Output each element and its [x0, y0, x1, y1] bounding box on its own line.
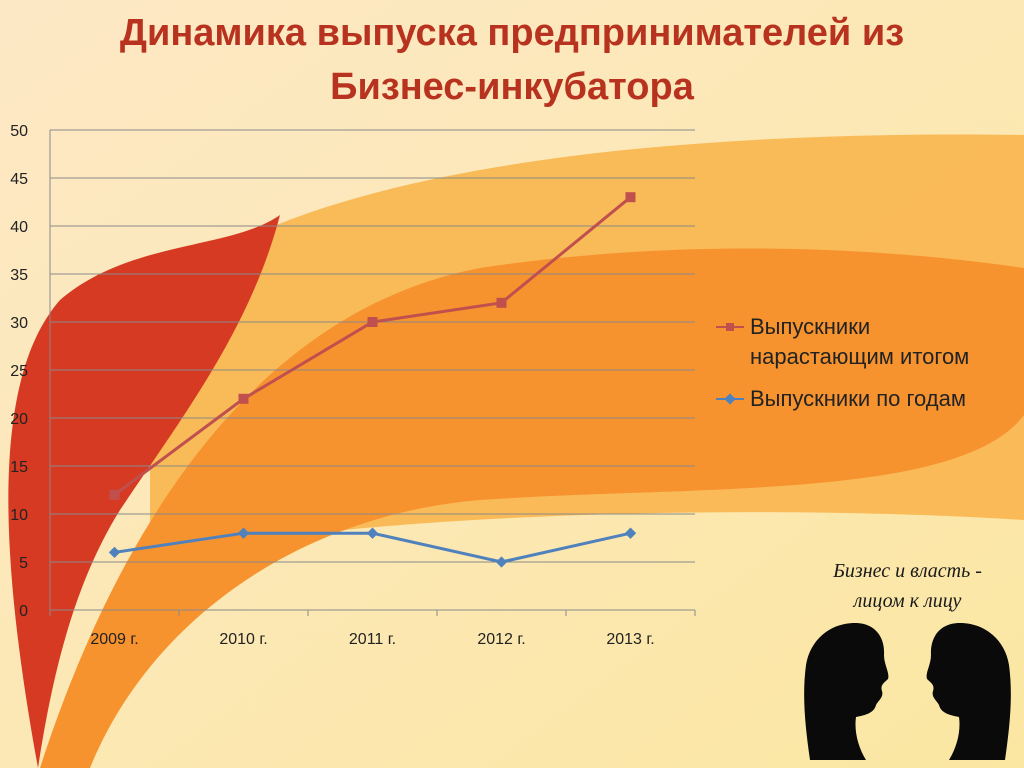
x-tick-label: 2012 г. — [477, 631, 525, 648]
gridlines — [50, 129, 695, 611]
y-tick-label: 20 — [10, 411, 28, 428]
x-tick-label: 2010 г. — [219, 631, 267, 648]
logo-text: Бизнес и власть - лицом к лицу — [800, 556, 1015, 616]
y-tick-label: 25 — [10, 363, 28, 380]
data-point-yearly[interactable] — [237, 527, 250, 539]
orange-wave — [40, 248, 1024, 768]
series-layer — [108, 192, 637, 568]
data-point-cumulative[interactable] — [367, 317, 378, 327]
series-line-cumulative — [113, 196, 632, 497]
y-axis-ticks: 0 5 10 15 20 25 30 35 40 45 50 — [10, 123, 28, 620]
y-tick-label: 30 — [10, 315, 28, 332]
y-tick-label: 0 — [19, 603, 28, 620]
data-point-cumulative[interactable] — [109, 489, 120, 500]
title-line-1: Динамика выпуска предпринимателей из — [119, 12, 905, 54]
legend-label-cumulative: Выпускники нарастающим итогом — [750, 314, 970, 369]
data-point-cumulative[interactable] — [496, 297, 507, 308]
business-logo-silhouettes — [804, 623, 1011, 760]
chart-legend: Выпускники нарастающим итогом Выпускники… — [716, 312, 1016, 426]
x-tick-label: 2013 г. — [606, 631, 654, 648]
right-head-silhouette — [926, 623, 1011, 760]
data-point-yearly[interactable] — [495, 556, 508, 568]
x-axis — [49, 130, 696, 616]
y-tick-label: 40 — [10, 219, 28, 236]
x-axis-ticks: 2009 г. 2010 г. 2011 г. 2012 г. 2013 г. — [90, 631, 654, 648]
y-tick-label: 50 — [10, 123, 28, 140]
logo-text-line-1: Бизнес и власть - — [833, 560, 982, 582]
y-tick-label: 45 — [10, 171, 28, 188]
x-tick-label: 2011 г. — [349, 631, 396, 648]
y-tick-label: 5 — [19, 555, 28, 572]
data-point-yearly[interactable] — [108, 546, 121, 559]
data-point-yearly[interactable] — [624, 527, 637, 539]
red-ribbon — [8, 215, 280, 768]
y-tick-label: 10 — [10, 507, 28, 524]
left-head-silhouette — [804, 623, 889, 760]
logo-text-line-2: лицом к лицу — [853, 590, 962, 612]
legend-entry-yearly[interactable]: Выпускники по годам — [716, 384, 1016, 414]
data-point-cumulative[interactable] — [238, 393, 249, 404]
y-tick-label: 15 — [10, 459, 28, 476]
y-tick-label: 35 — [10, 267, 28, 284]
page-title: Динамика выпуска предпринимателей из Биз… — [0, 6, 1024, 114]
data-point-yearly[interactable] — [366, 527, 379, 539]
x-tick-label: 2009 г. — [90, 631, 138, 648]
legend-entry-cumulative[interactable]: Выпускники нарастающим итогом — [716, 312, 1016, 372]
data-point-cumulative[interactable] — [625, 192, 636, 203]
title-line-2: Бизнес-инкубатора — [330, 66, 694, 108]
legend-label-yearly: Выпускники по годам — [750, 386, 966, 411]
